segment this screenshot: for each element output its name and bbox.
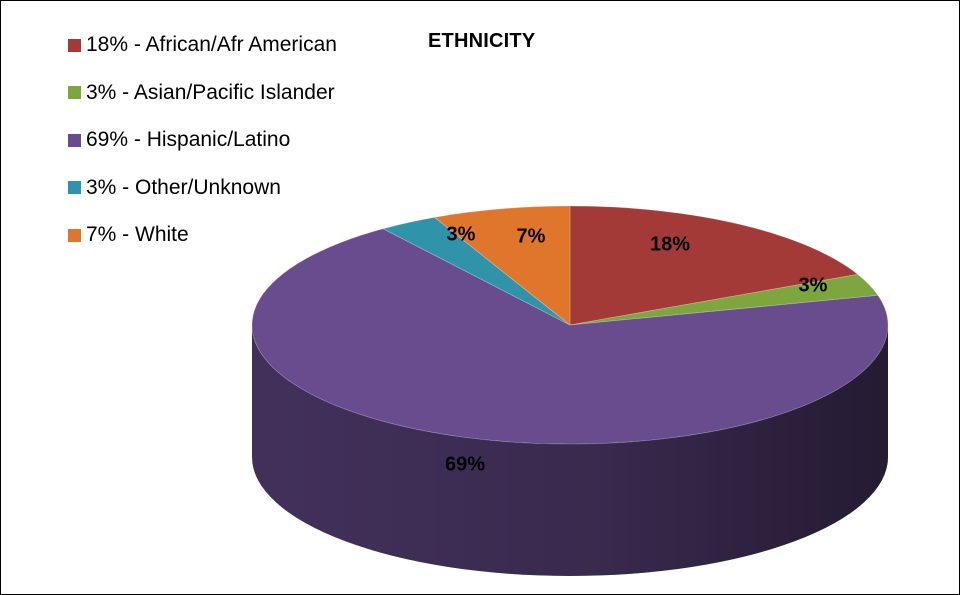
legend-item: 3% - Other/Unknown <box>68 173 337 203</box>
data-label: 3% <box>447 223 476 245</box>
legend: 18% - African/Afr American 3% - Asian/Pac… <box>68 30 337 268</box>
legend-swatch <box>68 181 81 194</box>
legend-item: 69% - Hispanic/Latino <box>68 125 337 155</box>
pie-slice-side-shade <box>252 325 888 576</box>
legend-label: 18% - African/Afr American <box>86 33 337 56</box>
pie-slice <box>433 205 571 326</box>
legend-label: 3% - Asian/Pacific Islander <box>86 80 335 104</box>
legend-label: 69% - Hispanic/Latino <box>86 128 291 151</box>
chart-title: ETHNICITY <box>428 30 536 52</box>
legend-label: 3% - Other/Unknown <box>86 175 281 199</box>
data-label: 7% <box>517 225 546 247</box>
legend-swatch <box>68 86 81 99</box>
pie-slice <box>569 273 879 326</box>
data-label: 3% <box>799 274 828 296</box>
legend-item: 7% - White <box>68 220 337 250</box>
legend-label: 7% - White <box>86 223 189 246</box>
data-label: 69% <box>445 453 485 475</box>
data-label: 18% <box>650 233 690 255</box>
legend-swatch <box>68 38 81 52</box>
legend-swatch <box>68 133 81 147</box>
legend-item: 18% - African/Afr American <box>68 30 337 60</box>
legend-item: 3% - Asian/Pacific Islander <box>68 78 337 108</box>
pie-slice <box>381 216 571 326</box>
legend-swatch <box>68 228 81 242</box>
pie-slice <box>251 228 889 445</box>
pie-slice <box>569 205 859 326</box>
